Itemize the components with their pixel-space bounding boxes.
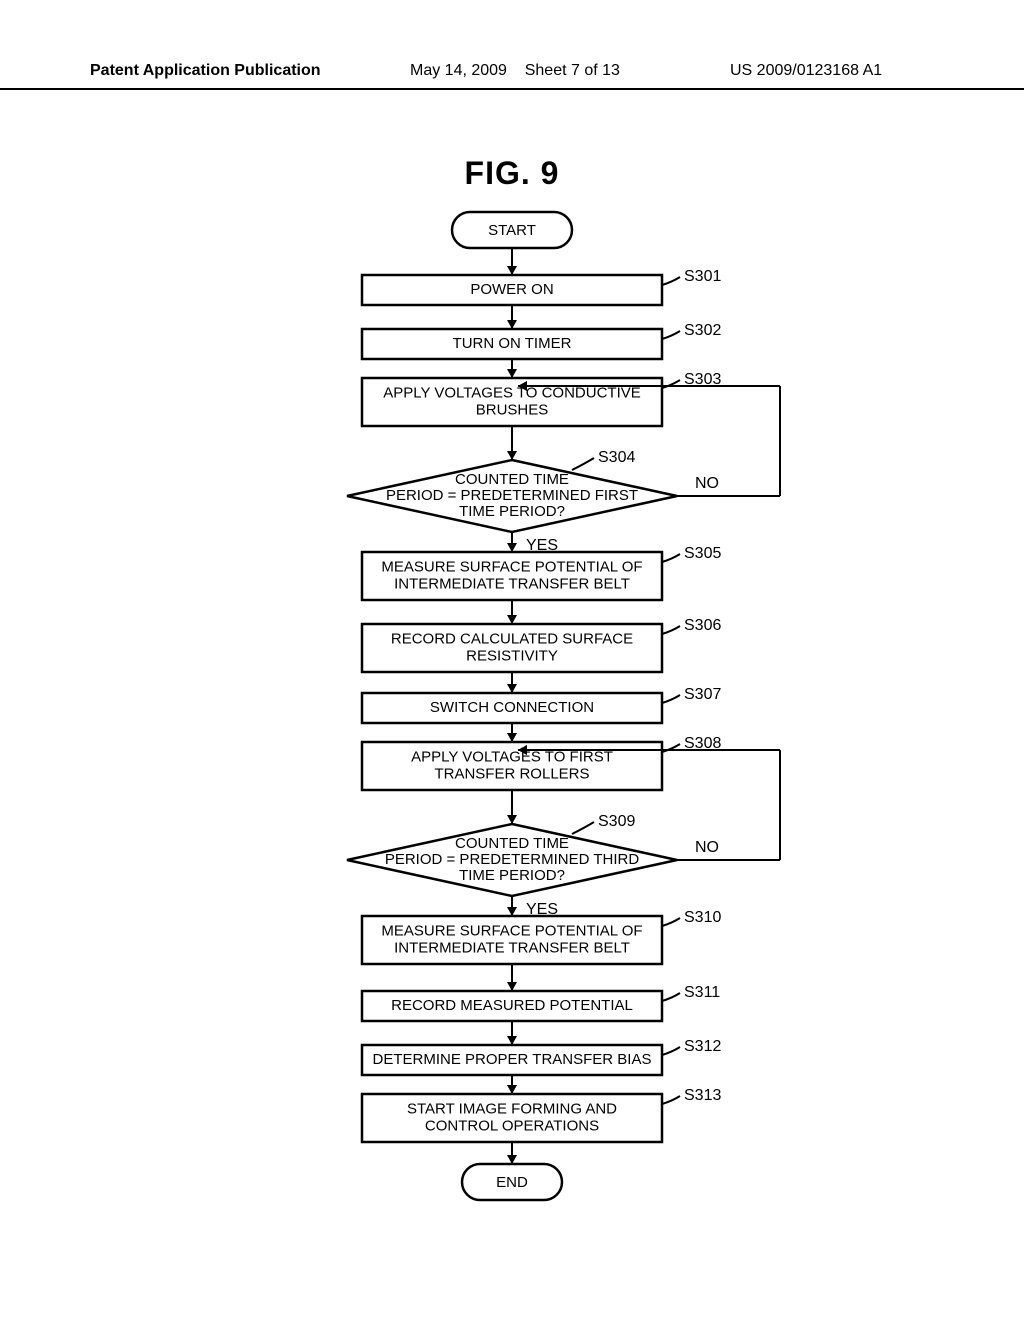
- svg-text:NO: NO: [695, 475, 719, 492]
- svg-text:S306: S306: [684, 617, 721, 634]
- svg-text:APPLY VOLTAGES TO FIRST: APPLY VOLTAGES TO FIRST: [411, 748, 613, 765]
- svg-text:TIME PERIOD?: TIME PERIOD?: [459, 867, 565, 884]
- svg-text:TURN ON TIMER: TURN ON TIMER: [453, 335, 572, 352]
- svg-text:RECORD MEASURED POTENTIAL: RECORD MEASURED POTENTIAL: [391, 997, 633, 1014]
- svg-text:SWITCH CONNECTION: SWITCH CONNECTION: [430, 699, 594, 716]
- svg-text:COUNTED TIME: COUNTED TIME: [455, 471, 569, 488]
- svg-text:PERIOD = PREDETERMINED FIRST: PERIOD = PREDETERMINED FIRST: [386, 487, 638, 504]
- svg-text:S301: S301: [684, 268, 721, 285]
- svg-text:CONTROL OPERATIONS: CONTROL OPERATIONS: [425, 1117, 599, 1134]
- svg-text:BRUSHES: BRUSHES: [476, 401, 549, 418]
- svg-text:MEASURE SURFACE POTENTIAL OF: MEASURE SURFACE POTENTIAL OF: [381, 558, 642, 575]
- svg-text:COUNTED TIME: COUNTED TIME: [455, 835, 569, 852]
- svg-text:TIME PERIOD?: TIME PERIOD?: [459, 503, 565, 520]
- svg-text:S309: S309: [598, 813, 635, 830]
- svg-text:S307: S307: [684, 686, 721, 703]
- svg-text:RECORD CALCULATED SURFACE: RECORD CALCULATED SURFACE: [391, 630, 633, 647]
- svg-text:RESISTIVITY: RESISTIVITY: [466, 647, 558, 664]
- svg-text:MEASURE SURFACE POTENTIAL OF: MEASURE SURFACE POTENTIAL OF: [381, 922, 642, 939]
- svg-text:S302: S302: [684, 322, 721, 339]
- svg-text:S310: S310: [684, 909, 721, 926]
- svg-text:INTERMEDIATE TRANSFER BELT: INTERMEDIATE TRANSFER BELT: [394, 575, 630, 592]
- svg-text:NO: NO: [695, 839, 719, 856]
- svg-text:TRANSFER ROLLERS: TRANSFER ROLLERS: [434, 765, 589, 782]
- svg-text:INTERMEDIATE TRANSFER BELT: INTERMEDIATE TRANSFER BELT: [394, 939, 630, 956]
- flowchart-svg: START POWER ON S301 TURN ON TIMER S302 APPLY …: [0, 0, 1024, 1320]
- svg-text:APPLY VOLTAGES TO CONDUCTIVE: APPLY VOLTAGES TO CONDUCTIVE: [383, 384, 641, 401]
- svg-text:S304: S304: [598, 449, 635, 466]
- svg-text:POWER ON: POWER ON: [470, 281, 553, 298]
- svg-text:PERIOD = PREDETERMINED THIRD: PERIOD = PREDETERMINED THIRD: [385, 851, 640, 868]
- svg-text:END: END: [496, 1174, 528, 1191]
- svg-text:S313: S313: [684, 1087, 721, 1104]
- svg-text:DETERMINE PROPER TRANSFER BIAS: DETERMINE PROPER TRANSFER BIAS: [373, 1051, 652, 1068]
- svg-text:START: START: [488, 222, 536, 239]
- svg-text:S312: S312: [684, 1038, 721, 1055]
- svg-text:START IMAGE FORMING AND: START IMAGE FORMING AND: [407, 1100, 617, 1117]
- svg-text:S305: S305: [684, 545, 721, 562]
- svg-text:S311: S311: [684, 984, 720, 1001]
- page: Patent Application Publication May 14, 2…: [0, 0, 1024, 1320]
